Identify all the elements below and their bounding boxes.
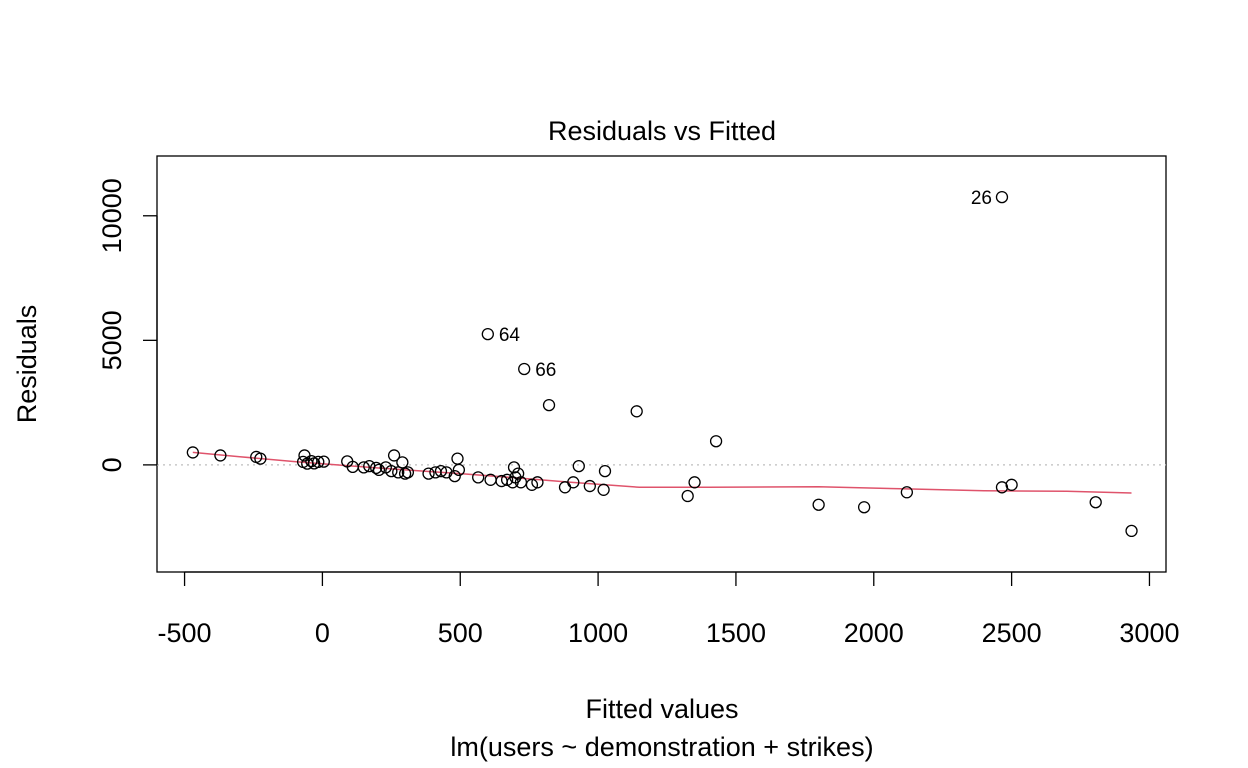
x-tick-label: 1000 — [568, 618, 628, 648]
data-point — [507, 461, 521, 474]
data-point — [452, 463, 466, 477]
data-point — [900, 486, 914, 499]
smoother-line — [192, 451, 1132, 494]
point-label: 64 — [499, 325, 521, 346]
data-point — [370, 461, 383, 475]
data-point — [401, 466, 415, 479]
x-tick-label: 3000 — [1119, 618, 1179, 648]
data-point — [995, 481, 1009, 494]
data-point — [312, 455, 325, 469]
data-point — [558, 481, 572, 494]
y-axis-label: Residuals — [12, 305, 42, 424]
x-tick-label: 2500 — [982, 618, 1042, 648]
data-point — [440, 466, 453, 479]
x-tick-label: -500 — [158, 618, 212, 648]
plot-frame — [156, 155, 1167, 573]
x-tick-label: 1500 — [706, 618, 766, 648]
data-point — [481, 327, 494, 341]
data-point — [1125, 524, 1138, 538]
data-point — [372, 463, 386, 477]
data-point — [434, 464, 448, 478]
point-label: 26 — [971, 188, 992, 209]
point-label: 66 — [535, 360, 556, 381]
y-tick-label: 5000 — [97, 310, 127, 370]
data-point — [1005, 478, 1018, 491]
data-point — [597, 483, 610, 496]
data-point — [422, 467, 435, 480]
data-point — [254, 452, 267, 465]
data-point — [387, 449, 401, 462]
data-point — [1089, 496, 1102, 509]
data-point — [709, 435, 723, 448]
data-point — [472, 471, 485, 484]
x-tick-label: 2000 — [844, 618, 904, 648]
data-point — [305, 454, 318, 468]
data-point — [317, 455, 330, 468]
chart-title: Residuals vs Fitted — [548, 116, 776, 146]
data-point — [500, 473, 514, 486]
data-point — [572, 459, 585, 473]
data-point — [681, 489, 694, 503]
data-point — [531, 476, 544, 489]
x-tick-label: 500 — [438, 618, 483, 648]
data-point — [567, 476, 580, 489]
x-tick-label: 0 — [315, 618, 330, 648]
data-point — [525, 478, 539, 491]
data-point — [583, 479, 596, 493]
data-point — [688, 476, 701, 489]
data-point — [857, 501, 871, 514]
data-point — [396, 456, 409, 469]
data-point — [630, 405, 643, 418]
data-point — [511, 467, 525, 480]
x-axis-label: Fitted values — [585, 694, 738, 724]
data-point — [186, 446, 199, 459]
data-point — [812, 498, 825, 511]
data-point — [995, 190, 1009, 204]
data-point — [518, 362, 531, 376]
data-point — [598, 464, 612, 478]
y-tick-label: 10000 — [97, 178, 127, 253]
data-point — [448, 469, 461, 483]
y-tick-label: 0 — [97, 457, 127, 472]
data-point — [542, 398, 556, 412]
x-axis-sub-label: lm(users ~ demonstration + strikes) — [450, 732, 873, 762]
data-point — [214, 449, 227, 462]
plot-area: -500 0 500 1000 1500 2000 2500 3000 0 5000 10000 26… — [97, 155, 1179, 648]
data-point — [451, 452, 464, 465]
data-point — [385, 464, 398, 478]
data-point — [357, 461, 370, 474]
